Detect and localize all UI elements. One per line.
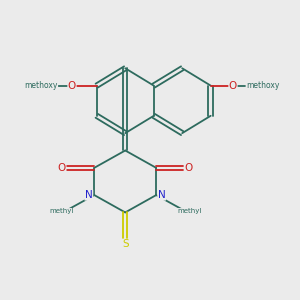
Text: O: O <box>185 163 193 173</box>
Text: methyl: methyl <box>177 208 201 214</box>
Text: methoxy: methoxy <box>246 81 279 90</box>
Text: S: S <box>122 239 128 249</box>
Text: methyl: methyl <box>49 208 74 214</box>
Text: methoxy: methoxy <box>24 81 58 90</box>
Text: N: N <box>85 190 93 200</box>
Text: N: N <box>158 190 166 200</box>
Text: O: O <box>68 81 76 91</box>
Text: O: O <box>229 81 237 91</box>
Text: O: O <box>58 163 66 173</box>
